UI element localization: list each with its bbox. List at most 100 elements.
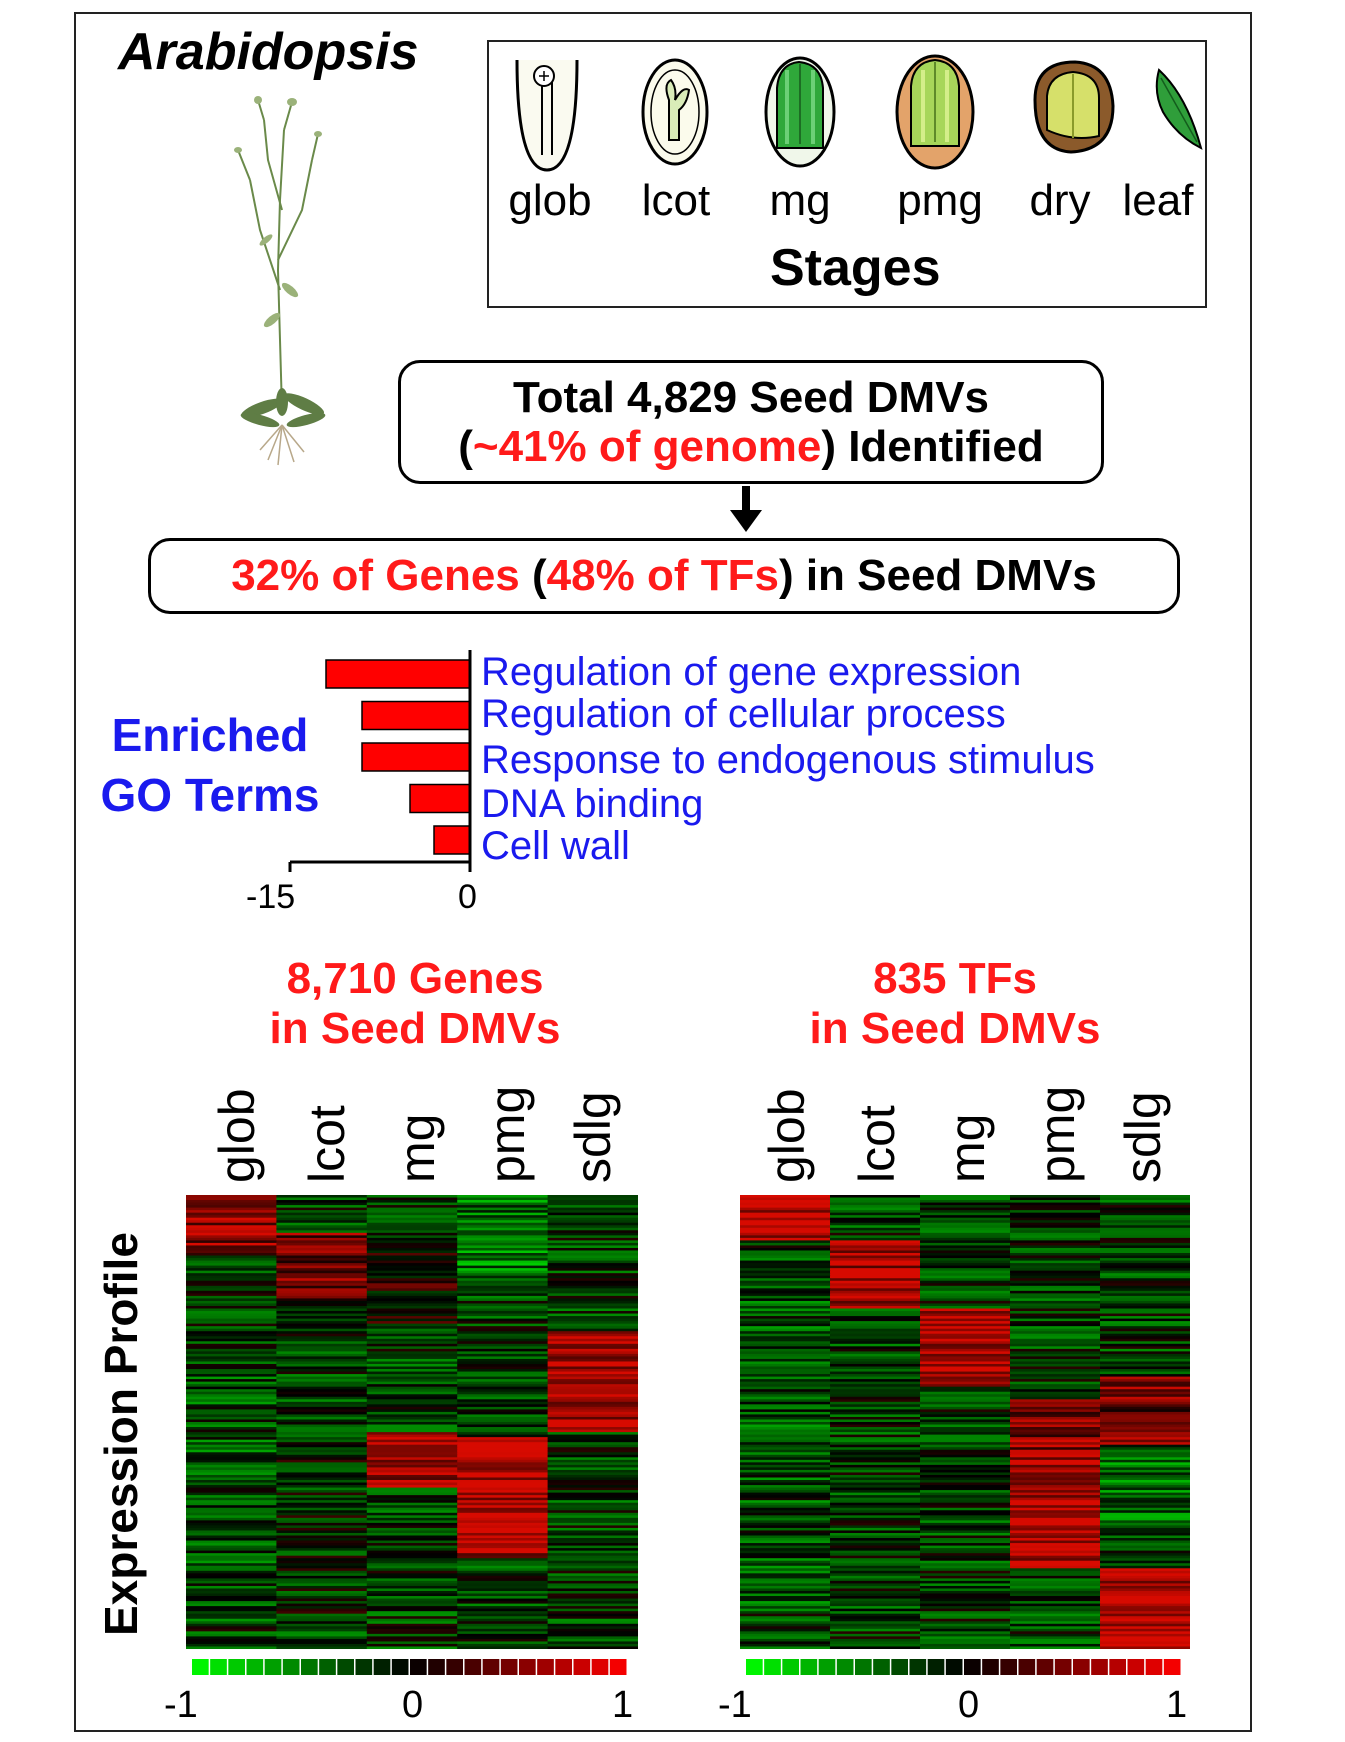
heatmap-cell <box>740 1263 831 1267</box>
heatmap-cell <box>920 1583 1011 1587</box>
heatmap-cell <box>740 1422 831 1426</box>
heatmap-cell <box>276 1270 368 1274</box>
heatmap-cell <box>366 1389 458 1393</box>
heatmap-cell <box>366 1447 458 1451</box>
heatmap-cell <box>366 1555 458 1559</box>
heatmap-cell <box>830 1474 921 1479</box>
heatmap-cell <box>830 1202 921 1206</box>
heatmap-cell <box>920 1608 1011 1612</box>
heatmap-cell <box>457 1447 549 1451</box>
heatmap-cell <box>186 1240 277 1244</box>
seed-stage-illustrations <box>515 54 1203 172</box>
heatmap-cell <box>276 1427 368 1431</box>
heatmap-cell <box>186 1283 277 1287</box>
heatmap-cell <box>547 1505 638 1509</box>
heatmap-cell <box>920 1371 1011 1375</box>
heatmap-cell <box>740 1606 831 1610</box>
heatmap-cell <box>740 1568 831 1572</box>
color-scale-step <box>210 1659 227 1675</box>
heatmap-cell <box>1010 1485 1101 1489</box>
heatmap-cell <box>547 1311 638 1315</box>
heatmap-cell <box>547 1338 638 1342</box>
heatmap-cell <box>276 1396 368 1400</box>
heatmap-cell <box>186 1384 277 1388</box>
heatmap-cell <box>186 1578 277 1582</box>
heatmap-cell <box>366 1434 458 1438</box>
heatmap-cell <box>1100 1197 1190 1201</box>
heatmap-cell <box>186 1333 277 1337</box>
heatmap-cell <box>457 1427 549 1431</box>
heatmap-cell <box>276 1298 368 1302</box>
heatmap-cell <box>366 1477 458 1481</box>
heatmap-cell <box>920 1492 1011 1496</box>
heatmap-cell <box>1100 1270 1190 1274</box>
heatmap-cell <box>276 1452 368 1456</box>
heatmap-cell <box>830 1611 921 1615</box>
heatmap-cell <box>366 1618 458 1622</box>
heatmap-cell <box>457 1356 549 1360</box>
go-bar-chart <box>288 650 472 872</box>
heatmap-cell <box>276 1273 368 1277</box>
heatmap-cell <box>1010 1565 1101 1569</box>
heatmap-cell <box>547 1565 638 1569</box>
heatmap-cell <box>1010 1399 1101 1403</box>
color-scale-step <box>764 1659 781 1675</box>
heatmap-cell <box>457 1369 549 1373</box>
heatmap-cell <box>186 1530 277 1534</box>
heatmap-cell <box>830 1348 921 1352</box>
heatmap-cell <box>920 1603 1011 1607</box>
heatmap-cell <box>740 1505 831 1509</box>
heatmap-cell <box>457 1449 549 1453</box>
heatmap-cell <box>1010 1273 1101 1277</box>
heatmap-cell <box>1100 1427 1190 1431</box>
heatmap-cell <box>457 1507 549 1511</box>
heatmap-cell <box>740 1270 831 1274</box>
heatmap-cell <box>547 1331 638 1335</box>
heatmap-cell <box>920 1568 1011 1572</box>
heatmap-cell <box>186 1606 277 1610</box>
heatmap-cell <box>547 1328 638 1332</box>
heatmap-cell <box>457 1439 549 1443</box>
heatmap-cell <box>276 1374 368 1378</box>
heatmap-cell <box>366 1333 458 1337</box>
heatmap-cell <box>457 1215 549 1219</box>
heatmap-cell <box>547 1583 638 1587</box>
heatmap-cell <box>276 1596 368 1600</box>
heatmap-cell <box>1100 1338 1190 1342</box>
heatmap-cell <box>830 1490 921 1494</box>
heatmap-cell <box>366 1258 458 1262</box>
heatmap-cell <box>366 1220 458 1224</box>
heatmap-cell <box>186 1293 277 1297</box>
heatmap-cell <box>547 1643 638 1648</box>
heatmap-cell <box>547 1227 638 1231</box>
heatmap-cell <box>1100 1495 1190 1499</box>
heatmap-cell <box>1100 1253 1190 1257</box>
heatmap-cell <box>457 1469 549 1474</box>
heatmap-cell <box>920 1472 1011 1476</box>
heatmap-cell <box>457 1565 549 1569</box>
heatmap-cell <box>457 1222 549 1226</box>
heatmap-cell <box>830 1603 921 1607</box>
heatmap-cell <box>547 1646 638 1649</box>
heatmap-cell <box>547 1467 638 1471</box>
heatmap-cell <box>740 1333 831 1337</box>
heatmap-cell <box>366 1404 458 1408</box>
heatmap-cell <box>366 1545 458 1549</box>
heatmap-cell <box>830 1285 921 1289</box>
heatmap-cell <box>920 1311 1011 1315</box>
heatmap-cell <box>1010 1227 1101 1231</box>
heatmap-cell <box>740 1394 831 1398</box>
summary-line1: Total 4,829 Seed DMVs <box>512 372 990 422</box>
heatmap-cell <box>920 1351 1011 1355</box>
heatmap-cell <box>186 1210 277 1214</box>
heatmap-cell <box>366 1608 458 1612</box>
heatmap-cell <box>366 1568 458 1572</box>
heatmap-cell <box>1010 1429 1101 1433</box>
heatmap-cell <box>920 1305 1011 1310</box>
heatmap-cell <box>830 1321 921 1325</box>
heatmap-cell <box>1010 1563 1101 1567</box>
heatmap-cell <box>830 1593 921 1597</box>
heatmap-cell <box>740 1311 831 1315</box>
heatmap-cell <box>186 1399 277 1403</box>
heatmap-cell <box>1010 1422 1101 1426</box>
